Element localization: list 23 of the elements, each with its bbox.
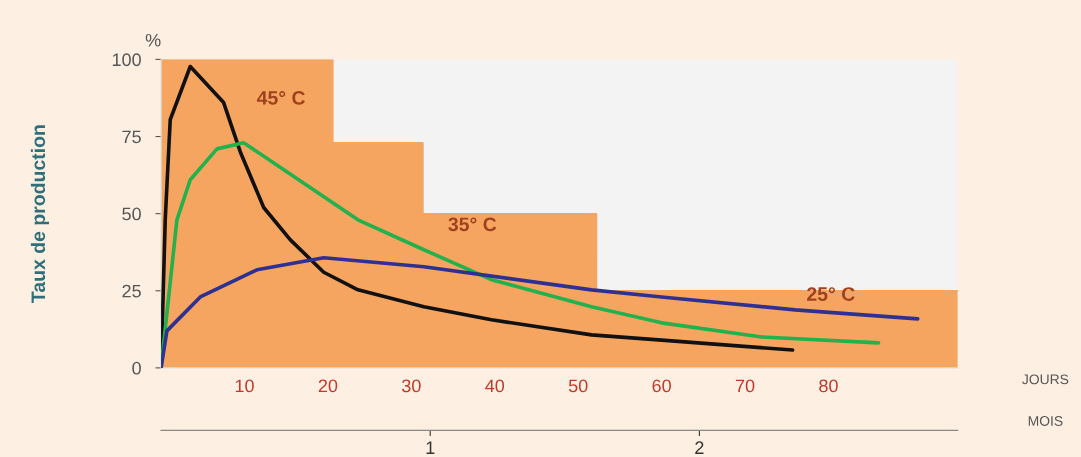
series-label: 45° C xyxy=(256,90,305,105)
y-tick-label: 0 xyxy=(132,361,141,375)
x2-tick-label: 1 xyxy=(426,441,435,454)
x-tick-label: 20 xyxy=(318,379,338,393)
text: % xyxy=(145,33,161,47)
y-tick-label: 50 xyxy=(122,207,141,221)
x-tick-label: 50 xyxy=(568,379,588,393)
x-tick-label: 10 xyxy=(235,379,254,393)
x-tick-label: 60 xyxy=(652,379,671,393)
x-axis-title: JOURS xyxy=(1022,374,1069,385)
series-label: 25° C xyxy=(807,287,855,301)
x2-tick-label: 2 xyxy=(695,441,704,454)
x2-axis-title: MOIS xyxy=(1028,416,1063,426)
x-tick-label: 40 xyxy=(485,379,505,393)
x-tick-label: 30 xyxy=(401,379,421,393)
y-tick-label: 25 xyxy=(122,284,141,298)
line-series xyxy=(161,255,920,368)
x-tick-label: 80 xyxy=(819,379,838,393)
y-tick-label: 100 xyxy=(112,53,141,67)
y-tick-label: 75 xyxy=(122,130,141,144)
series-label: 35° C xyxy=(448,217,497,232)
y-axis-title: Taux de production xyxy=(30,125,49,303)
x-tick-label: 70 xyxy=(735,379,755,393)
